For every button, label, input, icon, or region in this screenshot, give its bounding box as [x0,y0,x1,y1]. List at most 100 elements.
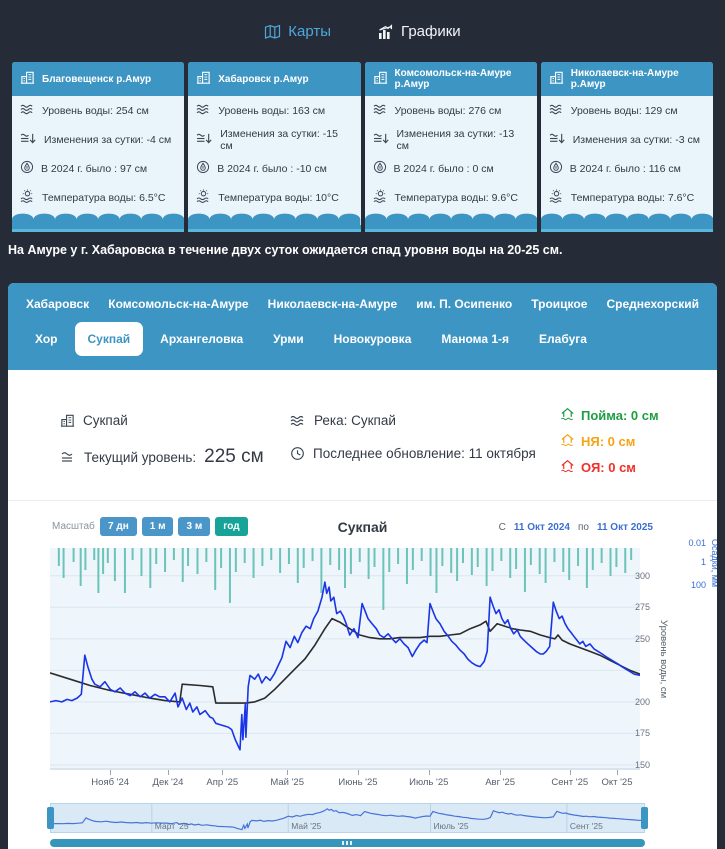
station-tab[interactable]: Среднехорский [606,297,699,311]
nav-maps[interactable]: Карты [264,13,331,50]
threshold-label: ОЯ: 0 см [581,459,636,475]
time-tick-label: Сент '25 [551,777,589,788]
station-card-value: Температура воды: 10°C [218,191,339,204]
main-panel: Хабаровск Комсомольск-на-Амуре Николаевск-… [8,283,717,849]
station-name-row: Сукпай [60,413,128,428]
station-card-row: Температура воды: 7.6°C [541,183,713,212]
threshold-item: НЯ: 0 см [560,432,635,450]
station-card-value: Температура воды: 6.5°C [42,191,166,204]
station-card: Хабаровск р.Амур Уровень воды: 163 см Изме… [188,62,361,232]
station-card-header: Комсомольск-на-Амуре р.Амур [364,62,537,96]
water-temp-icon [373,189,388,206]
water-level-icon [60,450,76,464]
range-button[interactable]: 7 дн [100,517,137,536]
level-change-icon [20,132,37,148]
threshold-label: НЯ: 0 см [581,433,636,449]
navigator-canvas [51,804,644,832]
station-card-title: Николаевск-на-Амуре р.Амур [570,68,679,90]
station-card-row: Изменения за сутки: -15 см [188,125,360,154]
station-tab[interactable]: Елабуга [539,332,587,346]
station-card-row: Уровень воды: 276 см [365,96,537,125]
navigator-handle-right[interactable] [641,807,648,829]
range-button[interactable]: 1 м [141,517,174,536]
station-card-value: Изменения за сутки: -15 см [220,127,338,152]
waves-icon [373,103,388,119]
station-card-row: Температура воды: 10°C [188,183,360,212]
station-card-value: В 2024 г. было : 116 см [569,162,681,175]
range-navigator[interactable]: Март '25 Май '25 Июль '25 Сент '25 [47,803,648,833]
wave-decoration [12,212,185,225]
time-tick-mark [222,770,224,775]
time-tick-mark [357,770,359,775]
river-label: Река: Сукпай [314,413,396,428]
time-tick-mark [287,770,289,775]
river-row: Река: Сукпай [290,413,396,428]
threshold-item: Пойма: 0 см [560,406,659,424]
range-button[interactable]: 3 м [178,517,211,536]
flood-house-icon [560,406,575,424]
flood-house-icon [560,458,575,476]
station-card-value: Изменения за сутки: -13 см [396,127,515,152]
station-card-header: Николаевск-на-Амуре р.Амур [540,62,713,96]
time-tick-label: Июнь '25 [338,777,378,788]
time-tick-label: Нояб '24 [91,777,130,788]
station-tab[interactable]: Николаевск-на-Амуре [267,297,398,311]
station-card-value: Температура воды: 7.6°C [570,191,695,204]
chart-scrollbar[interactable] [50,839,645,847]
wave-decoration [188,212,361,225]
flood-house-icon [560,432,575,450]
time-tick-label: Май '25 [270,777,304,788]
station-tab[interactable]: Архангеловка [160,332,244,346]
station-tab[interactable]: им. П. Осипенко [416,297,513,311]
station-tab[interactable]: Хабаровск [26,297,90,311]
navigator-month-label: Сент '25 [569,821,603,831]
time-tick-mark [616,770,618,775]
date-range: С 11 Окт 2024 по 11 Окт 2025 [499,522,653,533]
water-level-chart[interactable] [50,548,640,770]
scale-label: Масштаб [52,521,95,532]
station-tab[interactable]: Комсомольск-на-Амуре [108,297,249,311]
tab-row-secondary: Хор Сукпай Архангеловка Урми Новокуровка Мано… [8,313,717,356]
station-tab-active[interactable]: Сукпай [74,322,144,356]
station-tab[interactable]: Троицкое [531,297,588,311]
navigator-month-label: Март '25 [154,821,189,831]
nav-charts[interactable]: Графики [377,13,461,50]
station-cards: Благовещенск р.Амур Уровень воды: 254 см И… [12,62,713,232]
station-tab[interactable]: Манома 1-я [441,332,510,346]
precip-tick-label: 1 [700,557,706,567]
navigator-handle-left[interactable] [47,807,54,829]
year-drop-icon [549,160,563,177]
updated-row: Последнее обновление: 11 октября [290,446,536,461]
date-to-value[interactable]: 11 Окт 2025 [596,522,653,533]
waves-icon [196,103,211,119]
wave-edge [188,229,361,232]
updated-label: Последнее обновление: 11 октября [313,446,536,461]
station-card-header: Благовещенск р.Амур [12,62,185,96]
station-tab[interactable]: Урми [273,332,304,346]
navigator-month-label: Июль '25 [433,821,469,831]
station-card-header: Хабаровск р.Амур [188,62,361,96]
level-change-icon [196,132,213,148]
station-card-row: Уровень воды: 163 см [188,96,360,125]
building-icon [196,70,211,88]
station-card-title: Хабаровск р.Амур [218,73,309,85]
water-temp-icon [549,189,564,206]
station-card-value: Уровень воды: 129 см [570,104,678,117]
wave-edge [364,229,537,232]
date-from-value[interactable]: 11 Окт 2024 [513,522,570,533]
station-card-row: Температура воды: 6.5°C [12,183,184,212]
station-tab[interactable]: Новокуровка [333,332,412,346]
range-button[interactable]: год [215,517,248,536]
building-icon [20,70,35,88]
station-card-row: В 2024 г. было : 116 см [541,154,713,183]
station-card-title: Комсомольск-на-Амуре р.Амур [394,68,512,90]
map-icon [264,24,281,40]
station-tab[interactable]: Хор [35,332,58,346]
building-icon [373,70,388,88]
time-tick-label: Апр '25 [206,777,239,788]
tab-bar: Хабаровск Комсомольск-на-Амуре Николаевск-… [8,283,717,370]
building-icon [549,70,564,88]
